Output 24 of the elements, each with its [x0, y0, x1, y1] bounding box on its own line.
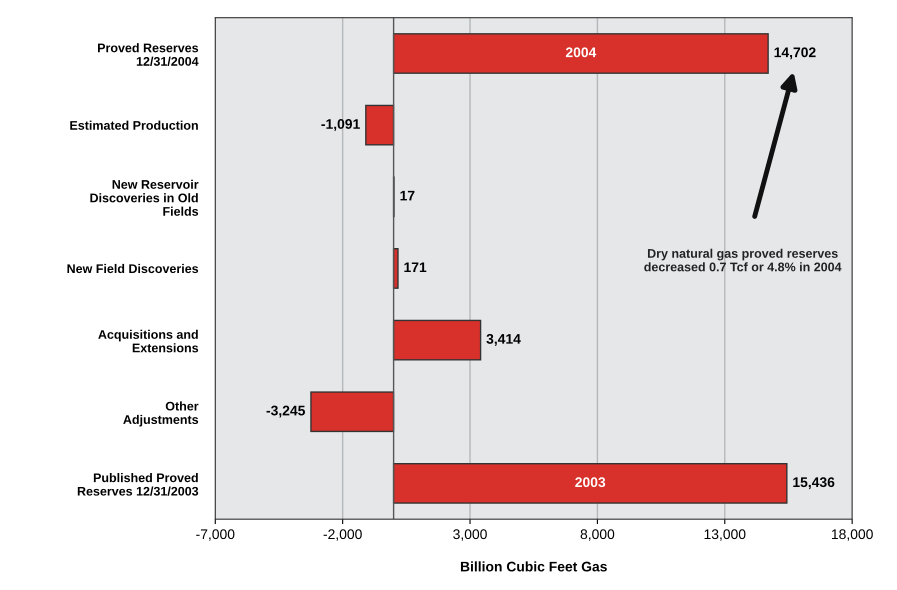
annotation: 2004	[566, 47, 596, 58]
y-tick-label: Estimated Production	[70, 120, 198, 130]
y-tick-label: Acquisitions and Extensions	[98, 330, 198, 352]
x-tick-label: 8,000	[580, 529, 614, 541]
x-tick-label: -2,000	[324, 529, 362, 541]
y-tick-label: New Field Discoveries	[67, 264, 198, 274]
x-tick-label: -7,000	[196, 529, 234, 541]
data-label: 14,702	[774, 47, 816, 60]
x-tick-label: 3,000	[453, 529, 487, 541]
data-label: 3,414	[486, 334, 521, 346]
annotation: 2003	[575, 477, 606, 488]
y-tick-label: Other Adjustments	[123, 401, 198, 426]
data-label: -1,091	[321, 119, 360, 131]
x-tick-label: 18,000	[832, 529, 873, 541]
x-axis-title: Billion Cubic Feet Gas	[460, 561, 607, 572]
data-label: 15,436	[793, 477, 834, 490]
data-label: 171	[404, 262, 426, 272]
y-tick-label: Proved Reserves 12/31/2004	[98, 43, 199, 66]
y-tick-label: Published Proved Reserves 12/31/2003	[78, 473, 198, 496]
annotation: Dry natural gas proved reserves decreased 0.7 Tcf or 4.8% in 2004	[644, 248, 842, 272]
y-tick-label: New Reservoir Discoveries in Old Fields	[90, 180, 198, 216]
data-label: -3,245	[266, 406, 305, 418]
x-tick-label: 13,000	[704, 529, 746, 541]
data-label: 17	[400, 190, 414, 200]
